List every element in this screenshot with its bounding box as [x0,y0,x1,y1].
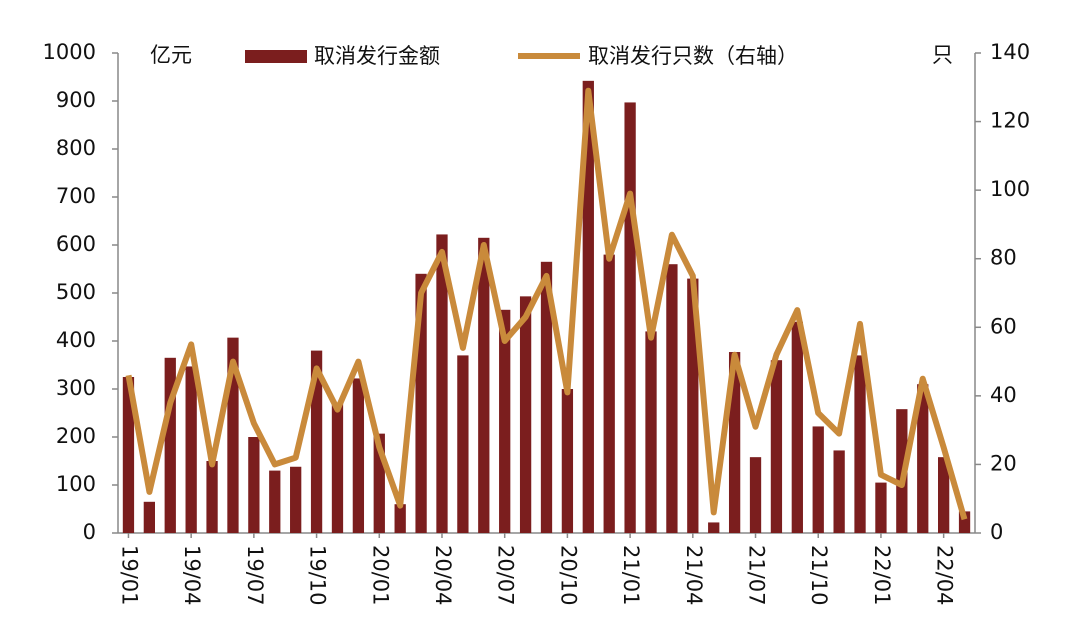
y-tick-label: 800 [56,136,96,160]
bar [519,296,532,533]
bar [394,504,406,533]
bar [958,511,971,533]
bar [666,264,678,533]
x-tick-label: 20/04 [431,545,455,606]
x-tick-label: 19/10 [306,545,330,606]
bar [791,321,803,533]
bar [603,254,615,533]
bar [812,426,824,533]
bar [728,352,741,533]
x-tick-label: 20/01 [368,545,392,606]
bar [290,466,302,533]
bar [164,357,176,533]
y2-tick-label: 120 [990,109,1030,133]
y-tick-label: 400 [56,328,96,352]
bar [561,389,574,533]
bar [833,450,845,533]
y2-tick-label: 20 [990,451,1017,475]
bar [436,234,448,533]
y-tick-label: 600 [56,232,96,256]
bar [248,437,260,533]
bar [875,482,887,533]
bar [854,355,866,533]
bar [206,461,218,533]
bar [917,384,929,533]
y-tick-label: 200 [56,424,96,448]
y-tick-label: 1000 [43,40,96,64]
y2-tick-label: 80 [990,246,1017,270]
x-tick-label: 22/01 [870,545,894,606]
bar [352,378,365,533]
x-tick-label: 21/07 [745,545,769,606]
x-tick-label: 20/10 [556,545,580,606]
y-tick-label: 500 [56,280,96,304]
bar [478,237,490,534]
y2-tick-label: 0 [990,520,1003,544]
y-tick-label: 0 [83,520,96,544]
bar [749,457,762,533]
bar [122,377,135,533]
line [125,87,968,521]
y-unit: 亿元 [150,43,192,67]
bar [770,360,783,533]
bar [708,522,720,533]
y-tick-label: 900 [56,88,96,112]
bar [687,278,699,533]
y2-tick-label: 140 [990,40,1030,64]
x-tick-label: 21/10 [807,545,831,606]
bar [185,366,197,533]
bar [499,309,511,533]
bar [540,261,553,533]
bar [373,433,385,533]
bar [624,102,636,533]
x-tick-label: 20/07 [494,545,518,606]
y-tick-label: 100 [56,472,96,496]
legend-bar-swatch [245,50,307,63]
bar [415,273,427,533]
y-tick-label: 300 [56,376,96,400]
bar [457,355,469,533]
bar [582,80,594,533]
bar [310,350,323,533]
y2-tick-label: 40 [990,383,1017,407]
bar [331,403,344,533]
x-tick-label: 19/01 [117,545,141,606]
x-tick-label: 19/04 [180,545,204,606]
bar [645,331,657,533]
bar [227,337,239,533]
bar [269,470,281,533]
bar [143,501,155,533]
x-tick-label: 22/04 [933,545,957,606]
x-tick-label: 19/07 [243,545,267,606]
y-tick-label: 700 [56,184,96,208]
y2-tick-label: 100 [990,177,1030,201]
x-tick-label: 21/01 [619,545,643,606]
y2-unit: 只 [932,43,953,67]
bar [938,457,950,533]
x-tick-label: 21/04 [682,545,706,606]
legend-label: 取消发行只数（右轴） [588,44,798,68]
y2-tick-label: 60 [990,314,1017,338]
legend-label: 取消发行金额 [314,44,440,68]
